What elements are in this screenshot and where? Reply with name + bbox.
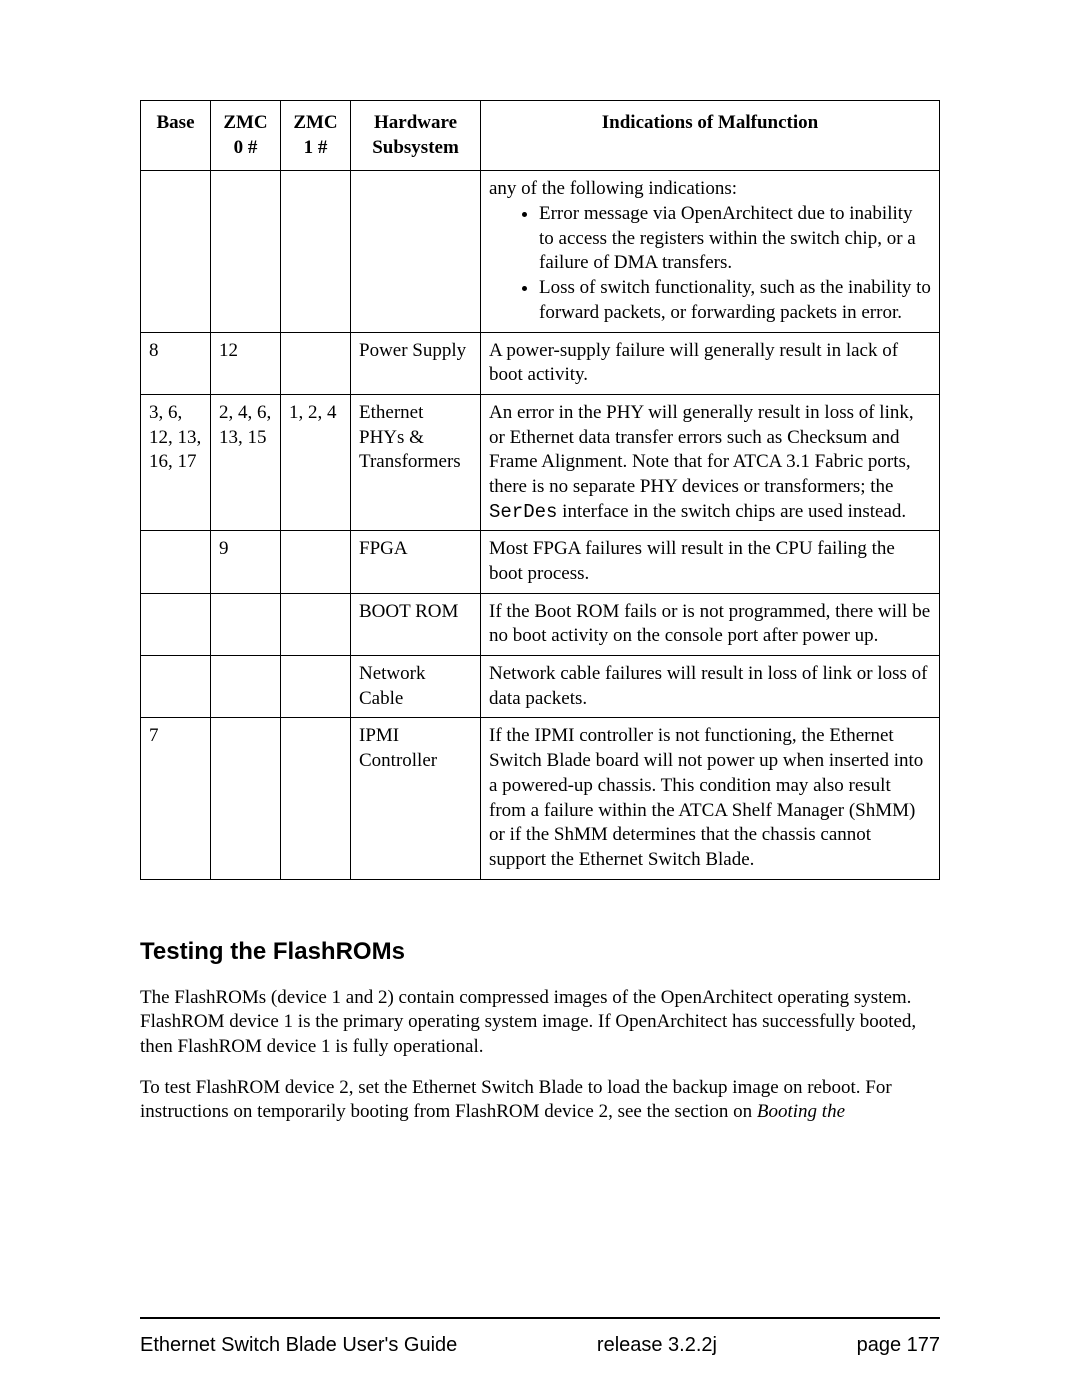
ind-pre: An error in the PHY will generally resul… xyxy=(489,402,914,497)
cell-ind: A power-supply failure will generally re… xyxy=(481,332,940,394)
cell-hw: IPMI Controller xyxy=(351,718,481,879)
cell-ind: Most FPGA failures will result in the CP… xyxy=(481,531,940,593)
p2-italic: Booting the xyxy=(757,1101,845,1122)
cell-base xyxy=(141,531,211,593)
footer-doc-title: Ethernet Switch Blade User's Guide xyxy=(140,1334,457,1357)
footer-page: page 177 xyxy=(857,1334,940,1357)
cell-base xyxy=(141,593,211,655)
cell-ind: Network cable failures will result in lo… xyxy=(481,656,940,718)
cell-hw: FPGA xyxy=(351,531,481,593)
table-row: any of the following indications: Error … xyxy=(141,171,940,332)
cell-zmc1: 1, 2, 4 xyxy=(281,394,351,530)
cell-hw: Ethernet PHYs & Transformers xyxy=(351,394,481,530)
cell-zmc1 xyxy=(281,593,351,655)
cell-zmc1 xyxy=(281,718,351,879)
section-heading: Testing the FlashROMs xyxy=(140,938,940,966)
body-paragraph-2: To test FlashROM device 2, set the Ether… xyxy=(140,1076,940,1125)
malfunction-table: Base ZMC 0 # ZMC 1 # Hardware Subsystem … xyxy=(140,100,940,880)
cell-zmc0 xyxy=(211,656,281,718)
body-paragraph-1: The FlashROMs (device 1 and 2) contain c… xyxy=(140,986,940,1060)
table-row: 8 12 Power Supply A power-supply failure… xyxy=(141,332,940,394)
table-row: Network Cable Network cable failures wil… xyxy=(141,656,940,718)
table-row: 7 IPMI Controller If the IPMI controller… xyxy=(141,718,940,879)
cell-zmc1 xyxy=(281,656,351,718)
table-row: BOOT ROM If the Boot ROM fails or is not… xyxy=(141,593,940,655)
list-item: Loss of switch functionality, such as th… xyxy=(539,276,931,325)
indications-list: Error message via OpenArchitect due to i… xyxy=(489,202,931,325)
col-zmc1-header: ZMC 1 # xyxy=(281,101,351,171)
page-footer: Ethernet Switch Blade User's Guide relea… xyxy=(140,1334,940,1357)
table-header-row: Base ZMC 0 # ZMC 1 # Hardware Subsystem … xyxy=(141,101,940,171)
footer-rule xyxy=(140,1317,940,1319)
cell-base xyxy=(141,171,211,332)
cell-hw xyxy=(351,171,481,332)
indications-lead: any of the following indications: xyxy=(489,177,931,202)
cell-ind: any of the following indications: Error … xyxy=(481,171,940,332)
cell-zmc0 xyxy=(211,593,281,655)
cell-ind: An error in the PHY will generally resul… xyxy=(481,394,940,530)
col-zmc0-header: ZMC 0 # xyxy=(211,101,281,171)
cell-zmc0 xyxy=(211,171,281,332)
ind-post: interface in the switch chips are used i… xyxy=(557,501,906,522)
cell-zmc1 xyxy=(281,332,351,394)
ind-mono: SerDes xyxy=(489,501,557,523)
cell-zmc1 xyxy=(281,171,351,332)
cell-ind: If the IPMI controller is not functionin… xyxy=(481,718,940,879)
table-row: 3, 6, 12, 13, 16, 17 2, 4, 6, 13, 15 1, … xyxy=(141,394,940,530)
cell-zmc0 xyxy=(211,718,281,879)
cell-base: 8 xyxy=(141,332,211,394)
list-item: Error message via OpenArchitect due to i… xyxy=(539,202,931,276)
cell-ind: If the Boot ROM fails or is not programm… xyxy=(481,593,940,655)
col-hw-header: Hardware Subsystem xyxy=(351,101,481,171)
table-row: 9 FPGA Most FPGA failures will result in… xyxy=(141,531,940,593)
cell-hw: BOOT ROM xyxy=(351,593,481,655)
cell-hw: Power Supply xyxy=(351,332,481,394)
cell-zmc1 xyxy=(281,531,351,593)
cell-base: 3, 6, 12, 13, 16, 17 xyxy=(141,394,211,530)
cell-base xyxy=(141,656,211,718)
cell-hw: Network Cable xyxy=(351,656,481,718)
cell-zmc0: 9 xyxy=(211,531,281,593)
footer-release: release 3.2.2j xyxy=(597,1334,717,1357)
cell-base: 7 xyxy=(141,718,211,879)
col-ind-header: Indications of Malfunction xyxy=(481,101,940,171)
col-base-header: Base xyxy=(141,101,211,171)
cell-zmc0: 2, 4, 6, 13, 15 xyxy=(211,394,281,530)
cell-zmc0: 12 xyxy=(211,332,281,394)
